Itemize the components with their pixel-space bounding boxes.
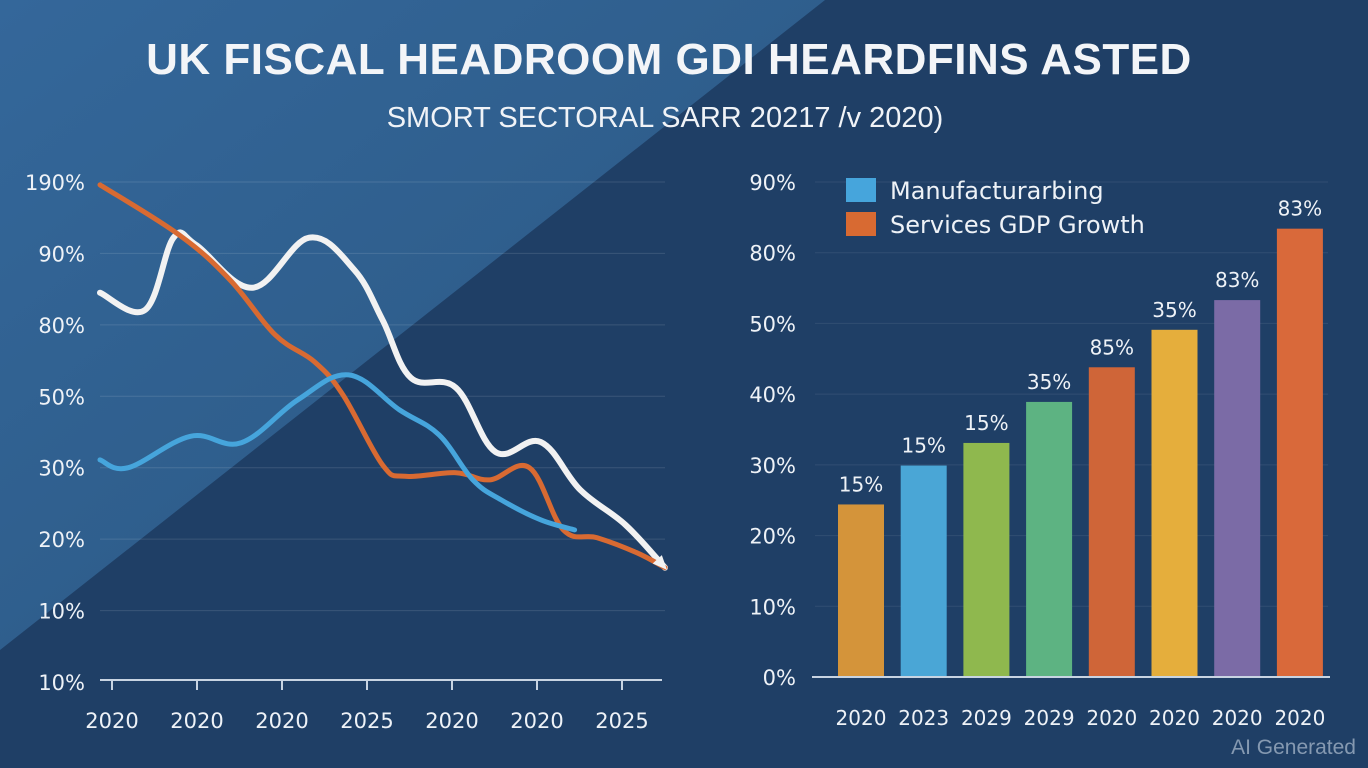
bar-data-label: 83% — [1278, 197, 1322, 221]
line-series-orange — [97, 182, 668, 571]
y-tick-label: 50% — [38, 385, 85, 409]
line-chart-x-ticks: 2020 2020 2020 2025 2020 2020 2025 — [85, 680, 649, 733]
legend-label: Manufacturarbing — [890, 177, 1104, 205]
bar-data-label: 15% — [901, 434, 945, 458]
bar-data-label: 15% — [964, 411, 1008, 435]
y-tick-label: 80% — [38, 314, 85, 338]
bar — [1088, 367, 1135, 677]
bar-chart-y-ticks: 0% 10% 20% 30% 40% 50% 80% 90% — [749, 171, 796, 690]
bar — [1026, 401, 1073, 677]
y-tick-label: 90% — [38, 242, 85, 266]
bar-chart-legend: Manufacturarbing Services GDP Growth — [846, 177, 1145, 239]
x-tick-label: 2020 — [836, 706, 887, 730]
bar-data-label: 83% — [1215, 268, 1259, 292]
legend-swatch — [846, 212, 876, 236]
y-tick-label: 30% — [38, 457, 85, 481]
watermark: AI Generated — [1231, 736, 1356, 759]
y-tick-label: 10% — [749, 595, 796, 619]
x-tick-label: 2020 — [255, 709, 308, 733]
x-tick-label: 2020 — [1086, 706, 1137, 730]
x-tick-label: 2025 — [595, 709, 648, 733]
legend-label: Services GDP Growth — [890, 211, 1145, 239]
y-tick-label: 0% — [763, 666, 796, 690]
y-tick-label: 10% — [38, 671, 85, 695]
x-tick-label: 2020 — [425, 709, 478, 733]
y-tick-label: 30% — [749, 454, 796, 478]
x-tick-label: 2029 — [1024, 706, 1075, 730]
x-tick-label: 2020 — [85, 709, 138, 733]
x-tick-label: 2020 — [170, 709, 223, 733]
bar-chart-x-ticks: 2020 2023 2029 2029 2020 2020 2020 2020 — [836, 706, 1326, 730]
y-tick-label: 20% — [38, 528, 85, 552]
y-tick-label: 90% — [749, 171, 796, 195]
x-tick-label: 2029 — [961, 706, 1012, 730]
x-tick-label: 2020 — [1212, 706, 1263, 730]
x-tick-label: 2020 — [1149, 706, 1200, 730]
y-tick-label: 20% — [749, 525, 796, 549]
y-tick-label: 190% — [25, 171, 85, 195]
x-tick-label: 2020 — [1274, 706, 1325, 730]
line-series-blue — [97, 372, 578, 533]
x-tick-label: 2025 — [340, 709, 393, 733]
y-tick-label: 80% — [749, 242, 796, 266]
chart-subtitle: SMORT SECTORAL SARR 20217 /v 2020) — [386, 102, 944, 134]
background-light-wedge — [0, 0, 825, 650]
arrowhead-icon — [652, 555, 668, 570]
bar — [1276, 228, 1323, 677]
bar-chart-bars: 15% 15% 15% 35% 85% 35% 83% 83% — [838, 197, 1323, 677]
y-tick-label: 50% — [749, 312, 796, 336]
bar — [1214, 300, 1261, 677]
y-tick-label: 10% — [38, 600, 85, 624]
line-chart-y-ticks: 10% 10% 20% 30% 50% 80% 90% 190% — [25, 171, 85, 695]
bar — [963, 442, 1010, 677]
x-tick-label: 2023 — [898, 706, 949, 730]
line-chart-series — [97, 182, 668, 571]
bar — [900, 465, 947, 677]
bar-data-label: 85% — [1090, 335, 1134, 359]
chart-title: UK FISCAL HEADROOM GDI HEARDFINS ASTED — [146, 35, 1192, 84]
x-tick-label: 2020 — [510, 709, 563, 733]
bar-data-label: 15% — [839, 472, 883, 496]
bar-data-label: 35% — [1152, 298, 1196, 322]
y-tick-label: 40% — [749, 383, 796, 407]
bar — [1151, 329, 1198, 677]
bar-data-label: 35% — [1027, 370, 1071, 394]
bar — [838, 504, 884, 677]
legend-swatch — [846, 178, 876, 202]
